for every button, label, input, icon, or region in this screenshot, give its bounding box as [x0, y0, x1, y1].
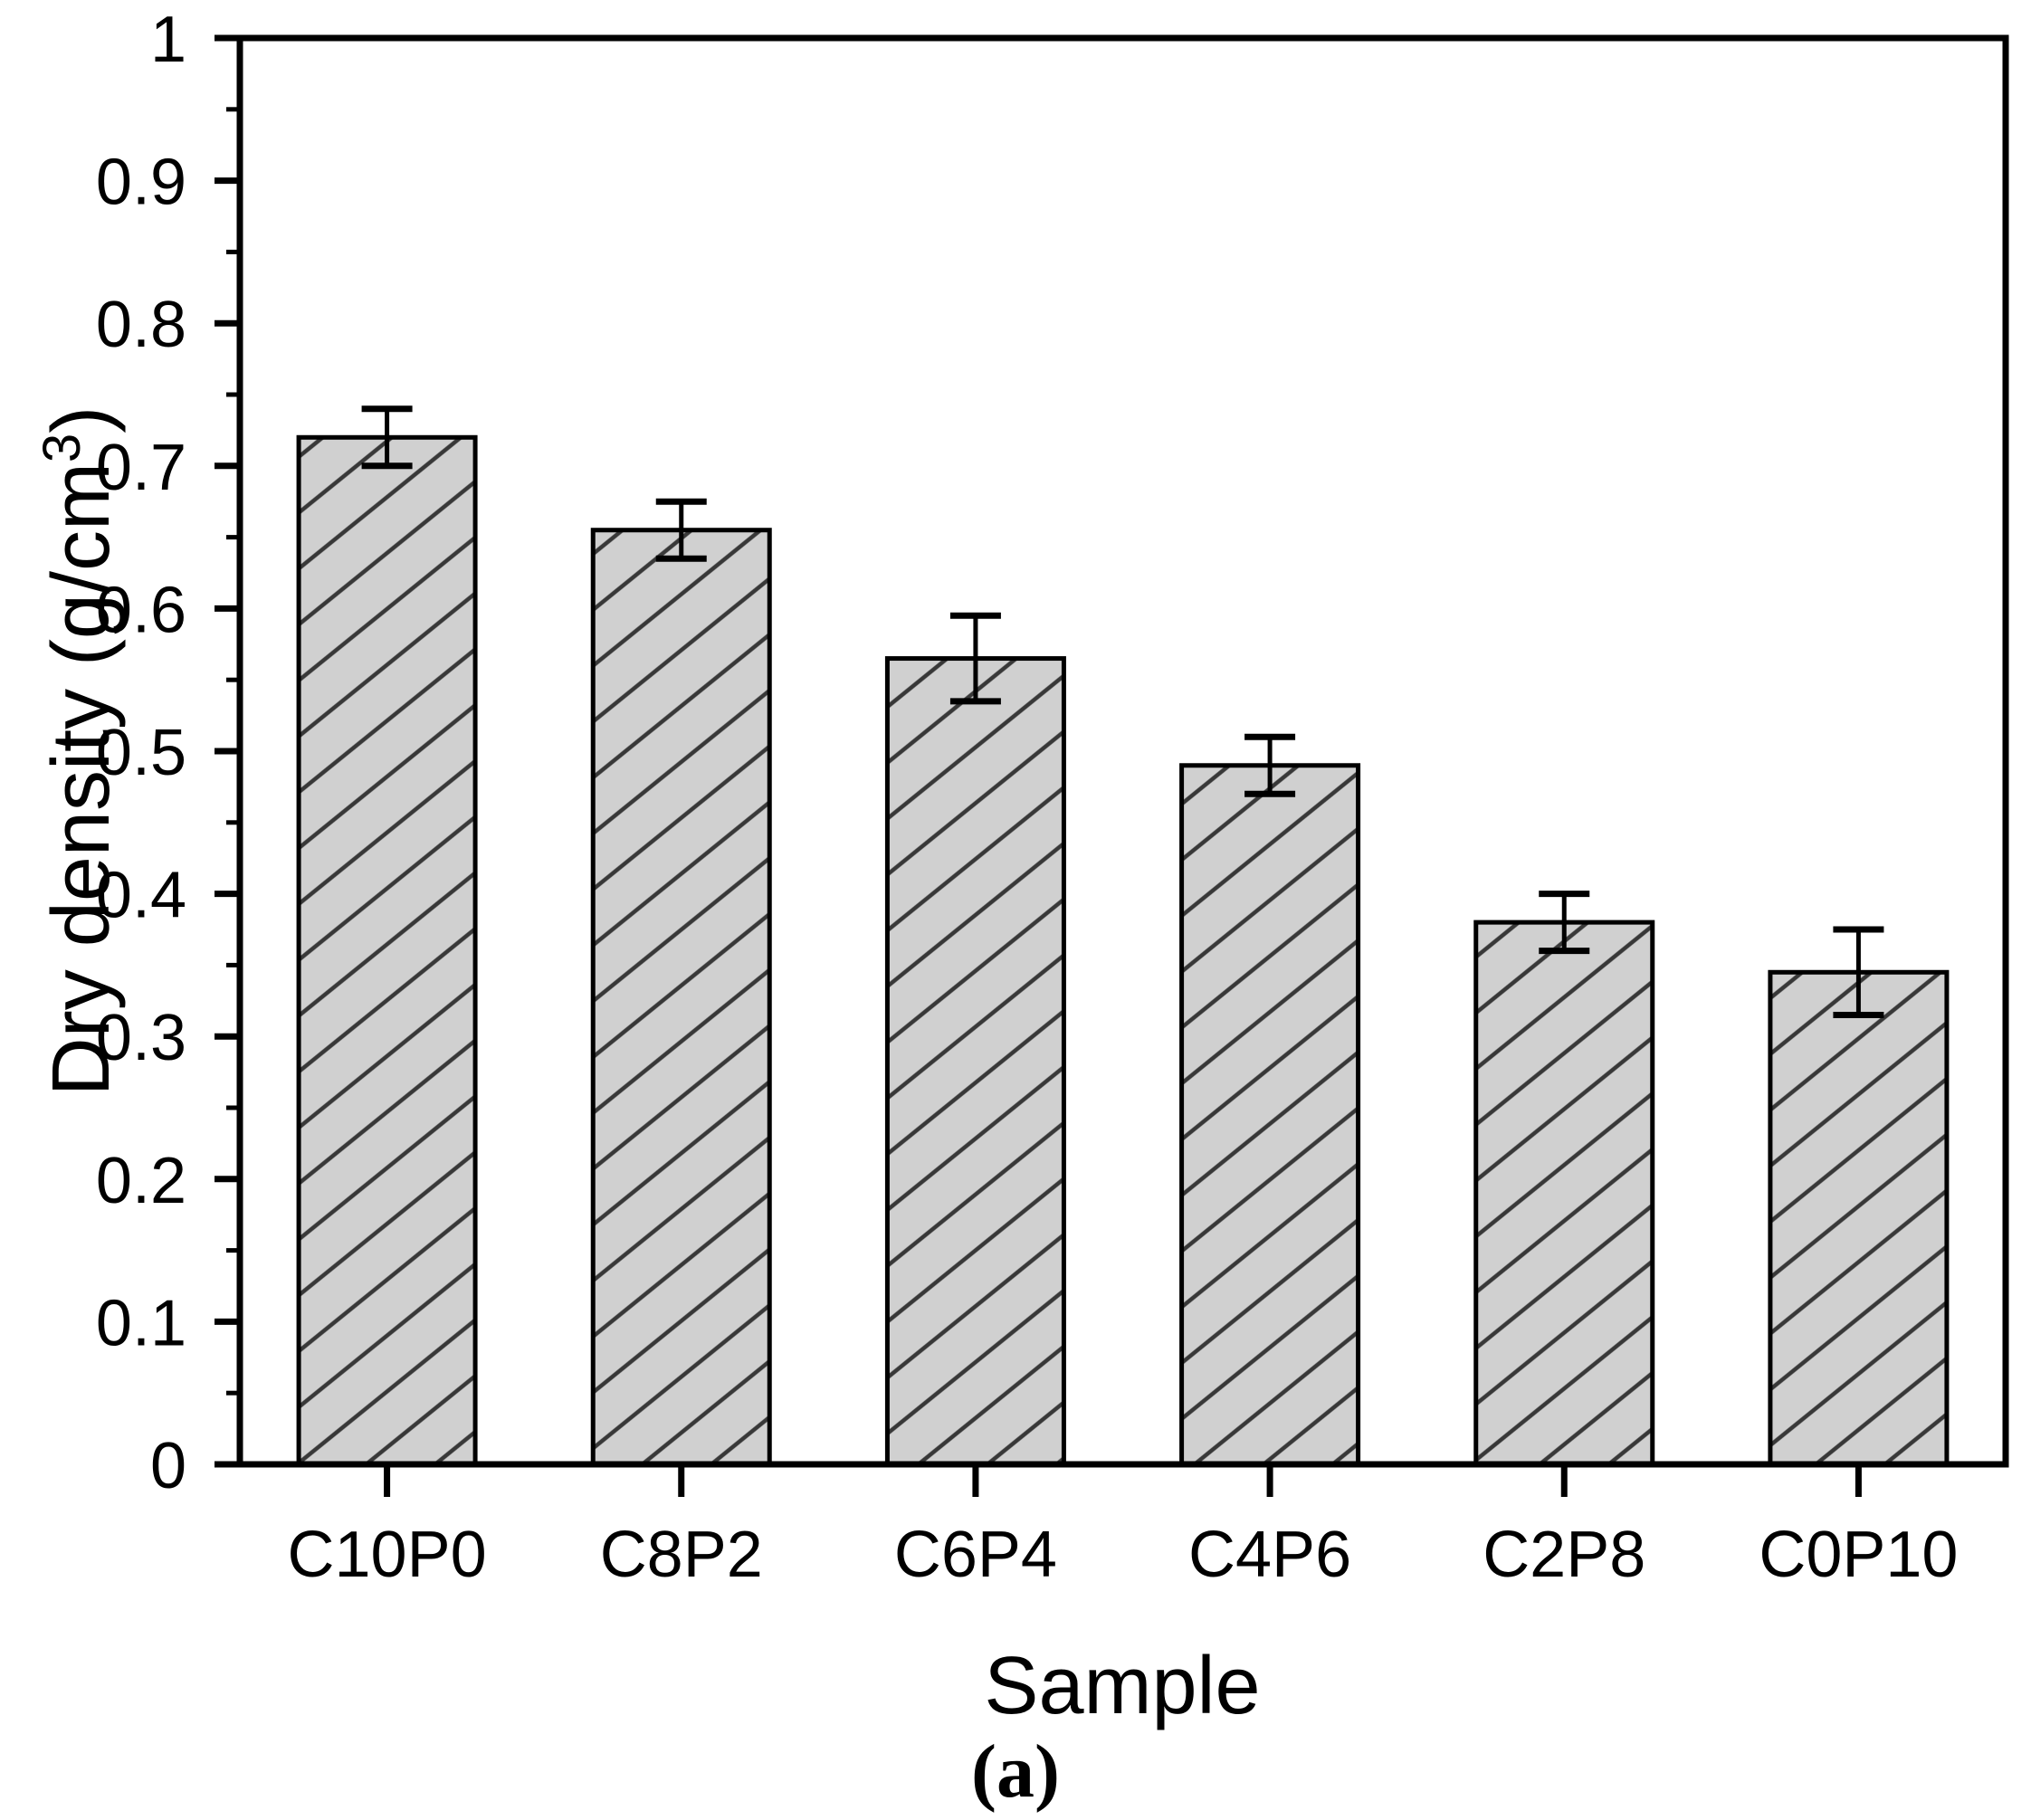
y-tick-label: 0.2: [96, 1145, 186, 1217]
x-tick-label-C6P4: C6P4: [894, 1519, 1057, 1591]
x-tick-label-C0P10: C0P10: [1759, 1519, 1958, 1591]
x-tick-label-C2P8: C2P8: [1483, 1519, 1645, 1591]
y-tick-label: 0.9: [96, 147, 186, 219]
bar-C0P10: [1768, 969, 1950, 1467]
bar-C8P2: [590, 528, 772, 1467]
error-bar-C4P6: [1244, 733, 1296, 797]
x-axis-title: Sample: [984, 1641, 1260, 1731]
y-tick-label: 0.8: [96, 289, 186, 361]
x-axis: C10P0 C8P2 C6P4 C4P6 C2P8 C0P10: [288, 1464, 1958, 1591]
bar-C2P8: [1473, 920, 1655, 1467]
x-tick-label-C8P2: C8P2: [600, 1519, 763, 1591]
y-tick-label: 1: [150, 4, 186, 76]
y-tick-label: 0: [150, 1430, 186, 1502]
error-bar-C8P2: [655, 498, 707, 562]
y-tick-label: 0.7: [96, 432, 186, 504]
y-tick-label: 0.3: [96, 1002, 186, 1074]
bar-C4P6: [1179, 763, 1361, 1467]
error-bar-C10P0: [361, 405, 413, 470]
y-tick-label: 0.6: [96, 574, 186, 646]
y-axis-title-main: Dry density (g/cm: [36, 462, 127, 1096]
y-tick-label: 0.1: [96, 1287, 186, 1359]
y-axis-title-superscript: 3: [33, 434, 91, 462]
y-tick-label: 0.5: [96, 717, 186, 789]
error-bar-C6P4: [949, 612, 1001, 705]
bar-C10P0: [296, 434, 478, 1467]
error-bar-C0P10: [1833, 926, 1884, 1019]
error-bars: [361, 405, 1884, 1019]
y-axis-title: Dry density (g/cm3): [33, 406, 127, 1096]
y-tick-label: 0.4: [96, 860, 186, 932]
error-bar-C2P8: [1539, 891, 1590, 955]
figure-caption: (a): [971, 1729, 1060, 1814]
plot-background: [240, 38, 2006, 1464]
y-axis-title-close: ): [36, 406, 127, 434]
y-axis: 0 0.1 0.2 0.3 0.4 0.5 0.6 0.7 0.8 0.9 1: [96, 4, 240, 1502]
bar-C6P4: [884, 656, 1066, 1467]
x-tick-label-C4P6: C4P6: [1188, 1519, 1351, 1591]
x-tick-label-C10P0: C10P0: [288, 1519, 487, 1591]
